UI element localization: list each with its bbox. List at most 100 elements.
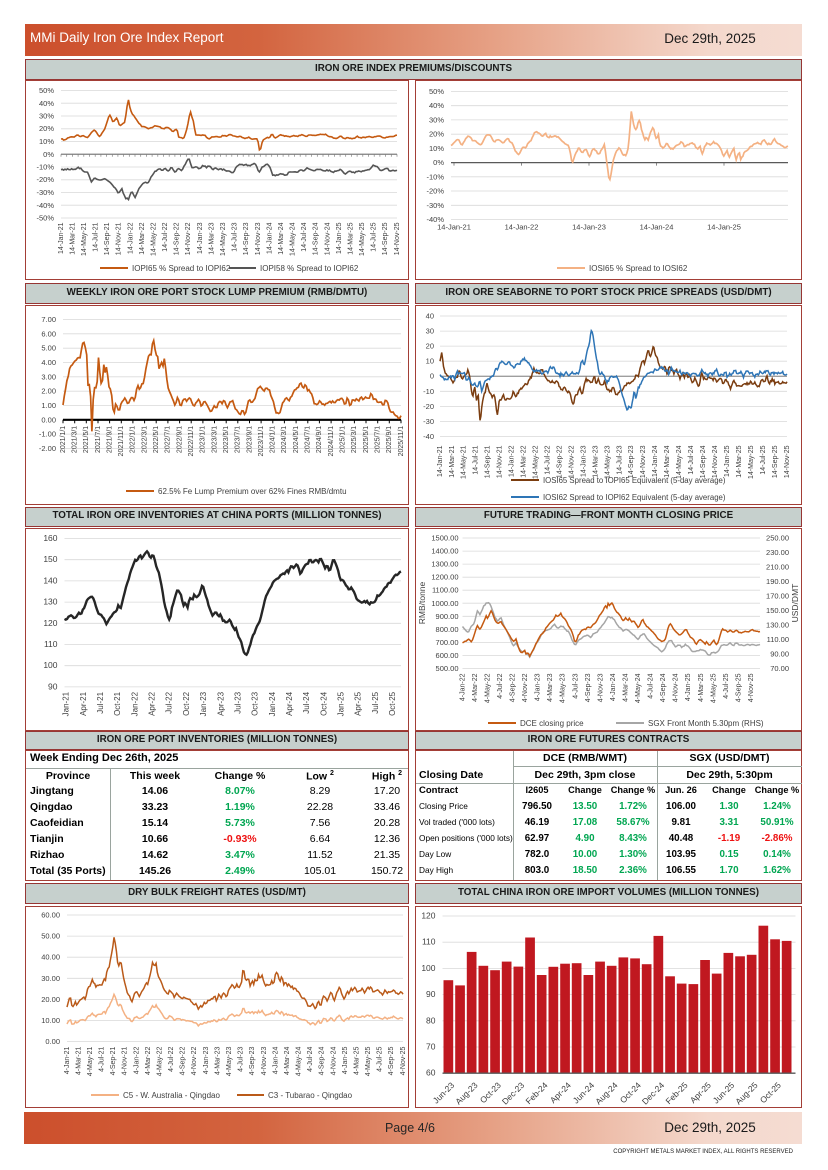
svg-text:4-Jan-23: 4-Jan-23 xyxy=(535,673,542,701)
svg-text:Jul-21: Jul-21 xyxy=(96,691,105,713)
svg-text:4-Sep-21: 4-Sep-21 xyxy=(110,1046,117,1075)
svg-text:14-May-22: 14-May-22 xyxy=(533,445,540,479)
svg-text:170.00: 170.00 xyxy=(766,592,789,601)
svg-text:14-Jul-21: 14-Jul-21 xyxy=(93,222,100,251)
svg-text:4-Jul-24: 4-Jul-24 xyxy=(648,673,655,698)
svg-text:14-Mar-22: 14-Mar-22 xyxy=(521,445,528,477)
svg-text:4-Nov-24: 4-Nov-24 xyxy=(673,673,680,702)
svg-text:4-Jul-21: 4-Jul-21 xyxy=(99,1047,106,1072)
svg-text:10.00: 10.00 xyxy=(41,1016,60,1025)
svg-text:Apr-21: Apr-21 xyxy=(79,691,88,716)
svg-text:4-Jul-25: 4-Jul-25 xyxy=(377,1047,384,1072)
svg-text:4-Sep-25: 4-Sep-25 xyxy=(736,673,743,702)
svg-text:4-May-24: 4-May-24 xyxy=(296,1047,303,1077)
svg-text:90.00: 90.00 xyxy=(770,650,789,659)
svg-text:Jan-23: Jan-23 xyxy=(199,691,208,716)
svg-text:-10%: -10% xyxy=(426,172,444,181)
svg-text:14-Sep-24: 14-Sep-24 xyxy=(313,222,320,255)
svg-text:14-Jan-24: 14-Jan-24 xyxy=(266,222,273,254)
svg-text:14-Jul-23: 14-Jul-23 xyxy=(232,222,239,251)
svg-text:40%: 40% xyxy=(39,99,54,108)
svg-text:4-Jan-22: 4-Jan-22 xyxy=(133,1047,140,1075)
svg-text:4-Nov-24: 4-Nov-24 xyxy=(330,1047,337,1076)
svg-text:120: 120 xyxy=(421,911,435,921)
svg-text:62.5% Fe Lump Premium over 62%: 62.5% Fe Lump Premium over 62% Fines RMB… xyxy=(158,487,347,496)
svg-text:4-May-22: 4-May-22 xyxy=(157,1047,164,1077)
svg-text:4-May-23: 4-May-23 xyxy=(560,673,567,703)
svg-text:70.00: 70.00 xyxy=(770,664,789,673)
svg-text:-40%: -40% xyxy=(426,215,444,224)
svg-text:IOPI65 % Spread to IOPI62: IOPI65 % Spread to IOPI62 xyxy=(132,264,231,273)
svg-text:2025/1/1: 2025/1/1 xyxy=(340,426,347,453)
svg-text:4-Jul-23: 4-Jul-23 xyxy=(572,673,579,698)
svg-text:4-Jan-24: 4-Jan-24 xyxy=(610,673,617,701)
svg-text:4-Jan-25: 4-Jan-25 xyxy=(685,673,692,701)
svg-text:14-Sep-23: 14-Sep-23 xyxy=(243,222,250,255)
svg-text:4-Sep-22: 4-Sep-22 xyxy=(510,673,517,702)
svg-text:2023/7/1: 2023/7/1 xyxy=(235,426,242,453)
svg-text:-50%: -50% xyxy=(36,214,54,223)
svg-text:90: 90 xyxy=(48,681,58,691)
svg-text:2024/7/1: 2024/7/1 xyxy=(305,426,312,453)
svg-text:4-Jul-22: 4-Jul-22 xyxy=(497,673,504,698)
svg-text:14-May-25: 14-May-25 xyxy=(748,445,755,479)
svg-text:14-May-24: 14-May-24 xyxy=(676,445,683,479)
svg-text:Oct-23: Oct-23 xyxy=(251,691,260,716)
svg-text:Oct-25: Oct-25 xyxy=(758,1080,783,1105)
svg-text:-20: -20 xyxy=(423,402,434,411)
svg-text:2022/9/1: 2022/9/1 xyxy=(176,426,183,453)
svg-text:90: 90 xyxy=(426,989,436,999)
svg-text:Jul-24: Jul-24 xyxy=(302,691,311,713)
svg-text:2024/1/1: 2024/1/1 xyxy=(270,426,277,453)
svg-text:4-Sep-24: 4-Sep-24 xyxy=(660,673,667,702)
svg-text:2022/1/1: 2022/1/1 xyxy=(130,426,137,453)
svg-text:14-Sep-21: 14-Sep-21 xyxy=(104,222,111,255)
svg-text:4-Sep-23: 4-Sep-23 xyxy=(585,673,592,702)
svg-text:-30%: -30% xyxy=(426,201,444,210)
svg-text:4-Mar-24: 4-Mar-24 xyxy=(623,673,630,702)
svg-text:14-Jan-25: 14-Jan-25 xyxy=(336,222,343,254)
svg-text:900.00: 900.00 xyxy=(436,612,459,621)
svg-text:4-Mar-25: 4-Mar-25 xyxy=(354,1047,361,1076)
svg-text:0.00: 0.00 xyxy=(45,1037,60,1046)
svg-text:40%: 40% xyxy=(429,101,444,110)
svg-text:4-Nov-25: 4-Nov-25 xyxy=(400,1047,407,1076)
svg-text:60.00: 60.00 xyxy=(41,911,60,920)
svg-text:14-May-21: 14-May-21 xyxy=(461,445,468,479)
svg-text:14-Jan-23: 14-Jan-23 xyxy=(572,223,606,232)
svg-text:Oct-21: Oct-21 xyxy=(113,691,122,716)
svg-text:1200.00: 1200.00 xyxy=(431,573,458,582)
svg-text:14-Jul-21: 14-Jul-21 xyxy=(473,445,480,474)
svg-text:4-Sep-25: 4-Sep-25 xyxy=(388,1046,395,1075)
svg-text:-1.00: -1.00 xyxy=(39,430,56,439)
svg-text:14-Nov-25: 14-Nov-25 xyxy=(394,222,401,255)
svg-text:Jul-25: Jul-25 xyxy=(371,691,380,713)
svg-text:IOSI65 % Spread to IOSI62: IOSI65 % Spread to IOSI62 xyxy=(589,264,688,273)
svg-text:14-Mar-25: 14-Mar-25 xyxy=(348,222,355,254)
svg-text:14-May-25: 14-May-25 xyxy=(359,222,366,256)
svg-text:4-Nov-23: 4-Nov-23 xyxy=(597,673,604,702)
svg-text:-10%: -10% xyxy=(36,163,54,172)
svg-text:0.00: 0.00 xyxy=(41,415,56,424)
svg-text:2023/11/1: 2023/11/1 xyxy=(258,426,265,457)
svg-text:4-Nov-22: 4-Nov-22 xyxy=(522,673,529,702)
svg-text:6.00: 6.00 xyxy=(41,329,56,338)
svg-text:10: 10 xyxy=(426,357,434,366)
svg-text:14-Sep-22: 14-Sep-22 xyxy=(174,222,181,255)
svg-text:4-Nov-23: 4-Nov-23 xyxy=(261,1047,268,1076)
svg-text:Jun-25: Jun-25 xyxy=(711,1080,737,1106)
svg-text:2023/3/1: 2023/3/1 xyxy=(211,426,218,453)
svg-text:700.00: 700.00 xyxy=(436,638,459,647)
svg-text:0: 0 xyxy=(430,372,434,381)
svg-text:14-Mar-21: 14-Mar-21 xyxy=(449,445,456,477)
svg-text:14-Sep-23: 14-Sep-23 xyxy=(628,445,635,478)
svg-text:14-Jan-24: 14-Jan-24 xyxy=(652,445,659,477)
svg-text:RMB/tonne: RMB/tonne xyxy=(417,581,427,624)
svg-text:4-May-25: 4-May-25 xyxy=(710,673,717,703)
svg-text:0%: 0% xyxy=(433,158,444,167)
svg-text:USD/DMT: USD/DMT xyxy=(790,584,800,623)
svg-text:1500.00: 1500.00 xyxy=(431,534,458,543)
svg-text:-40%: -40% xyxy=(36,201,54,210)
svg-text:40.00: 40.00 xyxy=(41,953,60,962)
svg-text:30%: 30% xyxy=(429,115,444,124)
